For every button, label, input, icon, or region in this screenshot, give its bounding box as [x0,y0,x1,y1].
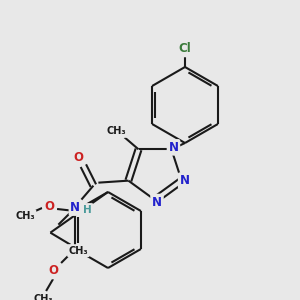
Text: Cl: Cl [178,43,191,56]
Text: CH₃: CH₃ [33,294,53,300]
Text: O: O [48,265,58,278]
Text: O: O [74,151,83,164]
Text: O: O [44,200,54,212]
Text: N: N [152,196,162,208]
Text: N: N [169,141,178,154]
Text: CH₃: CH₃ [107,126,126,136]
Text: N: N [70,201,80,214]
Text: H: H [83,205,92,215]
Text: CH₃: CH₃ [15,211,35,221]
Text: CH₃: CH₃ [69,246,88,256]
Text: N: N [180,174,190,187]
